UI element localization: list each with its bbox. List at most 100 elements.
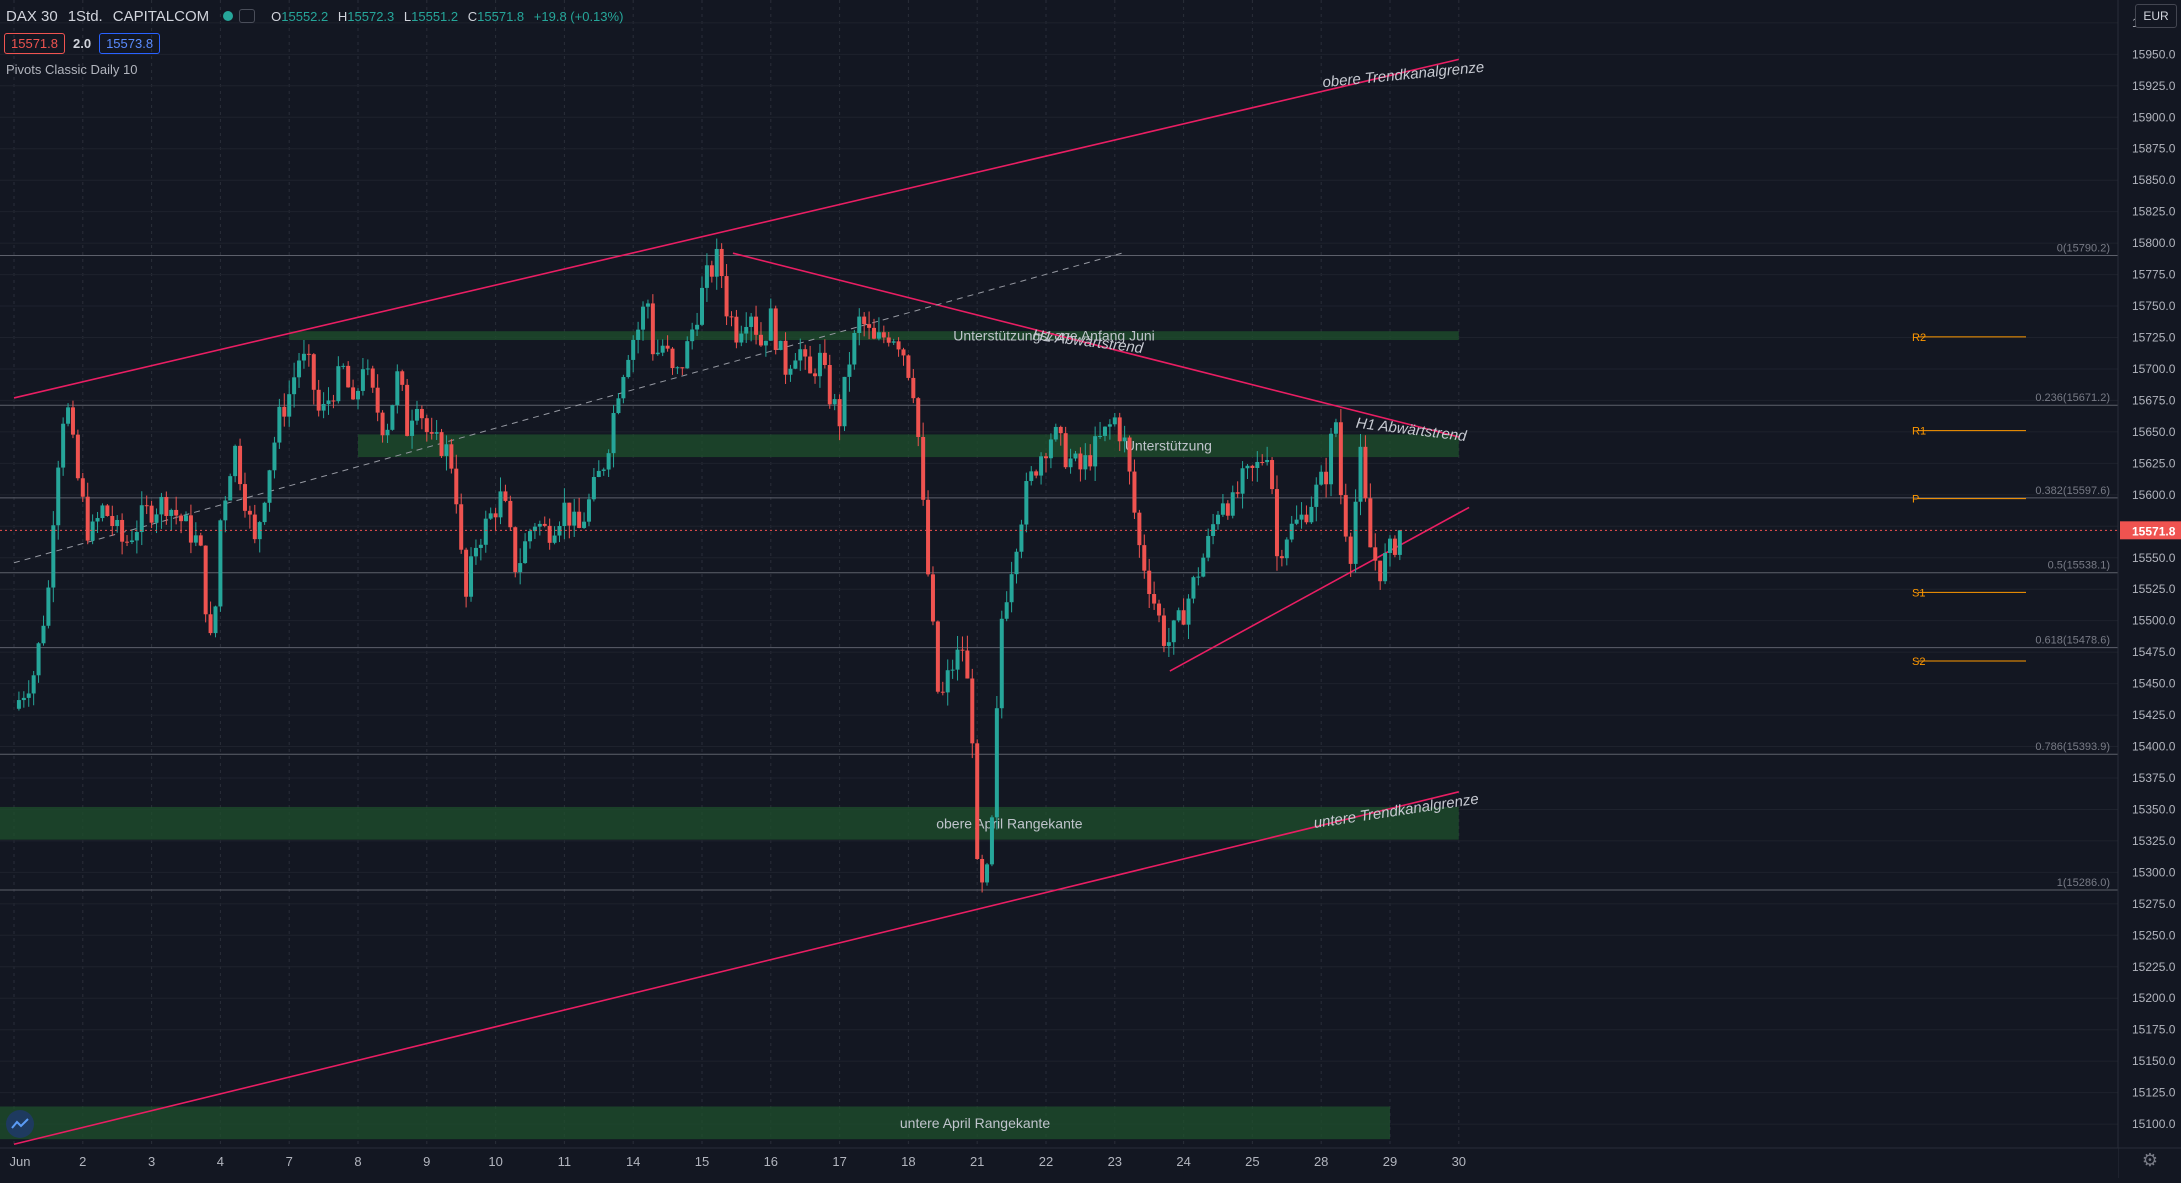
candle-body xyxy=(817,352,822,377)
candle-body xyxy=(906,355,911,378)
candle-body xyxy=(164,496,169,516)
candle-body xyxy=(110,515,115,527)
buy-button[interactable]: 15573.8 xyxy=(99,33,161,54)
candle-body xyxy=(365,368,370,370)
candle-body xyxy=(842,376,847,427)
high-key: H xyxy=(337,8,348,24)
candle-body xyxy=(469,556,474,597)
time-tick-label: 16 xyxy=(764,1154,778,1169)
candle-body xyxy=(970,678,975,744)
candle-body xyxy=(1191,577,1196,599)
candle-body xyxy=(572,511,577,526)
candle-body xyxy=(1147,570,1152,595)
candle-body xyxy=(1392,538,1397,555)
low-key: L xyxy=(403,8,412,24)
candle-body xyxy=(444,444,449,456)
time-tick-label: 11 xyxy=(558,1154,572,1169)
candle-body xyxy=(257,522,262,540)
candle-body xyxy=(926,499,931,575)
time-tick-label: 28 xyxy=(1314,1154,1328,1169)
price-tick-label: 15400.0 xyxy=(2132,740,2176,754)
price-tick-label: 15275.0 xyxy=(2132,897,2176,911)
pivot-label: R2 xyxy=(1912,332,1926,344)
time-tick-label: 18 xyxy=(901,1154,915,1169)
settings-gear-icon[interactable]: ⚙ xyxy=(2141,1150,2159,1170)
currency-button[interactable]: EUR xyxy=(2135,4,2177,28)
candle-body xyxy=(901,349,906,356)
candle-body xyxy=(616,398,621,414)
time-tick-label: 3 xyxy=(148,1154,155,1169)
candle-body xyxy=(1171,620,1176,643)
candle-body xyxy=(1319,471,1324,485)
candle-body xyxy=(994,708,999,818)
indicator-label[interactable]: Pivots Classic Daily 10 xyxy=(6,62,138,77)
candle-body xyxy=(950,669,955,671)
time-tick-label: 29 xyxy=(1383,1154,1397,1169)
last-price-label: 15571.8 xyxy=(2132,524,2176,538)
candle-body xyxy=(1048,439,1053,459)
candle-body xyxy=(577,511,582,528)
candle-body xyxy=(1333,422,1338,434)
candles-group xyxy=(16,238,1402,893)
candle-body xyxy=(1196,576,1201,578)
candle-body xyxy=(1039,456,1044,476)
tradingview-logo-icon[interactable] xyxy=(6,1110,34,1138)
candle-body xyxy=(591,477,596,500)
candle-body xyxy=(670,348,675,369)
candle-body xyxy=(1053,426,1058,440)
candle-body xyxy=(66,407,71,424)
time-tick-label: 22 xyxy=(1039,1154,1053,1169)
candle-body xyxy=(336,366,341,402)
candle-body xyxy=(139,505,144,533)
candle-body xyxy=(719,248,724,277)
price-tick-label: 15750.0 xyxy=(2132,299,2176,313)
candle-body xyxy=(641,306,646,330)
candle-body xyxy=(891,341,896,343)
candle-body xyxy=(380,412,385,436)
candle-body xyxy=(1098,435,1103,437)
candle-body xyxy=(788,368,793,375)
fib-level-label: 0(15790.2) xyxy=(2057,242,2110,254)
candle-body xyxy=(272,442,277,471)
fib-level-label: 0.618(15478.6) xyxy=(2035,635,2110,647)
candle-body xyxy=(773,308,778,350)
candle-body xyxy=(1088,455,1093,467)
candle-body xyxy=(473,547,478,557)
change-value: +19.8 (+0.13%) xyxy=(533,8,624,24)
price-tick-label: 15625.0 xyxy=(2132,456,2176,470)
close-value: 15571.8 xyxy=(477,8,525,24)
zone-label: Unterstützungszone Anfang Juni xyxy=(953,328,1155,344)
candle-body xyxy=(532,526,537,532)
candle-body xyxy=(51,525,56,588)
candle-body xyxy=(95,518,100,522)
candle-body xyxy=(1122,437,1127,442)
candle-body xyxy=(1397,530,1402,555)
candle-body xyxy=(1186,598,1191,625)
candle-body xyxy=(768,308,773,341)
candle-body xyxy=(247,510,252,515)
candle-body xyxy=(228,476,233,501)
candle-body xyxy=(321,403,326,411)
sell-button[interactable]: 15571.8 xyxy=(4,33,65,54)
candle-body xyxy=(1211,524,1216,536)
high-value: 15572.3 xyxy=(347,8,395,24)
candle-body xyxy=(685,341,690,369)
candle-body xyxy=(690,329,695,342)
time-tick-label: 25 xyxy=(1245,1154,1259,1169)
candle-body xyxy=(822,352,827,366)
candle-body xyxy=(1284,539,1289,559)
candle-body xyxy=(115,519,120,527)
candle-body xyxy=(1093,436,1098,467)
timeframe-label[interactable]: 1Std. xyxy=(67,7,103,25)
price-tick-label: 15925.0 xyxy=(2132,79,2176,93)
pivot-label: S1 xyxy=(1912,587,1925,599)
candle-body xyxy=(744,326,749,334)
visibility-toggle-icon[interactable] xyxy=(239,9,256,23)
symbol-name[interactable]: DAX 30 xyxy=(6,7,58,25)
candle-body xyxy=(975,743,980,859)
price-tick-label: 15700.0 xyxy=(2132,362,2176,376)
candle-body xyxy=(1083,455,1088,470)
candle-body xyxy=(478,544,483,548)
